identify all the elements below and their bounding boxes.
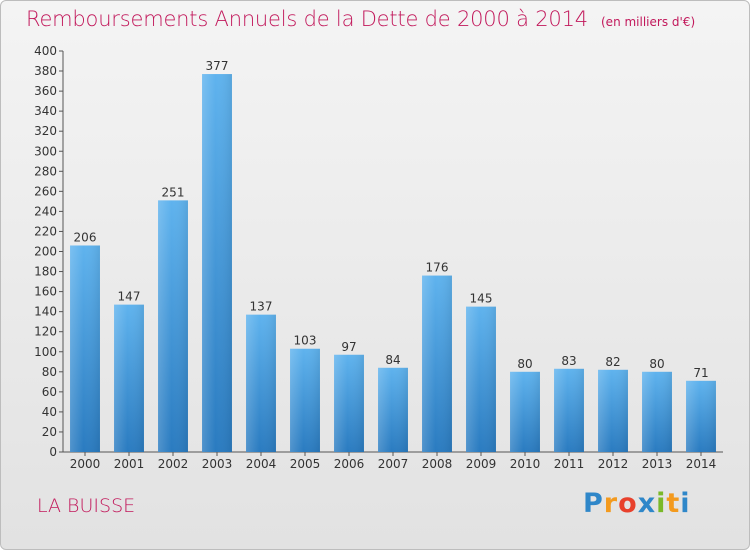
bar-shade-2006	[334, 354, 364, 452]
x-tick-label: 2010	[510, 457, 541, 471]
bar-shade-2010	[510, 371, 540, 452]
y-tick-label: 260	[34, 184, 57, 198]
y-tick-label: 280	[34, 164, 57, 178]
y-tick-label: 60	[42, 385, 57, 399]
y-tick-label: 0	[49, 445, 57, 459]
bar-shade-2003	[202, 74, 232, 453]
x-tick-label: 2003	[202, 457, 233, 471]
y-tick-label: 380	[34, 64, 57, 78]
y-tick-label: 120	[34, 325, 57, 339]
x-tick-label: 2004	[246, 457, 277, 471]
chart-title-main: Remboursements Annuels de la Dette de 20…	[26, 7, 588, 31]
x-tick-label: 2006	[334, 457, 365, 471]
bar-shade-2014	[686, 380, 716, 452]
x-tick-label: 2000	[70, 457, 101, 471]
x-tick-label: 2014	[686, 457, 717, 471]
bar-shade-2002	[158, 200, 188, 452]
y-tick-label: 40	[42, 405, 57, 419]
x-tick-label: 2011	[554, 457, 585, 471]
bar-value-label: 103	[294, 334, 317, 348]
bar-value-label: 82	[605, 355, 620, 369]
bar-shade-2007	[378, 367, 408, 452]
bar-shade-2013	[642, 371, 672, 452]
y-tick-label: 160	[34, 285, 57, 299]
bar-value-label: 80	[517, 357, 532, 371]
bar-shade-2001	[114, 304, 144, 452]
bars	[70, 74, 716, 453]
bar-shade-2004	[246, 314, 276, 452]
bar-shade-2011	[554, 368, 584, 452]
bar-value-label: 84	[385, 353, 400, 367]
y-tick-label: 140	[34, 305, 57, 319]
bar-shade-2000	[70, 245, 100, 452]
y-tick-label: 240	[34, 204, 57, 218]
logo-letter: i	[680, 488, 691, 519]
logo-letter: P	[583, 488, 604, 519]
proxiti-logo: Proxiti	[583, 488, 691, 519]
y-tick-label: 400	[34, 44, 57, 58]
x-tick-label: 2007	[378, 457, 409, 471]
y-tick-label: 300	[34, 144, 57, 158]
x-tick-label: 2013	[642, 457, 673, 471]
chart-title-unit: (en milliers d'€)	[601, 15, 696, 29]
logo-letter: x	[637, 488, 657, 519]
x-tick-label: 2005	[290, 457, 321, 471]
x-tick-label: 2012	[598, 457, 629, 471]
chart-title: Remboursements Annuels de la Dette de 20…	[26, 7, 695, 31]
bar-shade-2008	[422, 275, 452, 452]
bar-shade-2009	[466, 306, 496, 452]
logo-letter: r	[603, 488, 619, 519]
bar-shade-2005	[290, 348, 320, 452]
x-tick-label: 2009	[466, 457, 497, 471]
logo-letter: t	[666, 488, 681, 519]
bar-value-label: 251	[162, 185, 185, 199]
bar-value-label: 176	[426, 261, 449, 275]
bar-value-label: 71	[693, 366, 708, 380]
y-tick-label: 360	[34, 84, 57, 98]
y-tick-label: 220	[34, 224, 57, 238]
x-tick-label: 2001	[114, 457, 145, 471]
x-tick-label: 2002	[158, 457, 189, 471]
logo-letter: i	[656, 488, 667, 519]
y-tick-label: 320	[34, 124, 57, 138]
bar-value-label: 206	[74, 230, 97, 244]
bar-shade-2012	[598, 369, 628, 452]
y-tick-label: 100	[34, 345, 57, 359]
bar-value-label: 83	[561, 354, 576, 368]
place-name: LA BUISSE	[37, 495, 136, 517]
axes: 0 20 40 60 80 100 120 140 160 180 200 220 240 260 280 3…	[34, 44, 723, 471]
y-tick-label: 20	[42, 425, 57, 439]
x-tick-label: 2008	[422, 457, 453, 471]
bar-labels: 206 147 251 377 137 103 97 84 176 145 80 83 82 80 71	[74, 59, 709, 380]
bar-value-label: 97	[341, 340, 356, 354]
bar-value-label: 145	[470, 292, 493, 306]
bar-value-label: 377	[206, 59, 229, 73]
y-tick-label: 200	[34, 245, 57, 259]
bar-value-label: 137	[250, 300, 273, 314]
y-tick-label: 80	[42, 365, 57, 379]
logo-letter: o	[618, 488, 638, 519]
y-tick-label: 340	[34, 104, 57, 118]
y-tick-label: 180	[34, 265, 57, 279]
bar-value-label: 80	[649, 357, 664, 371]
bar-value-label: 147	[118, 290, 141, 304]
